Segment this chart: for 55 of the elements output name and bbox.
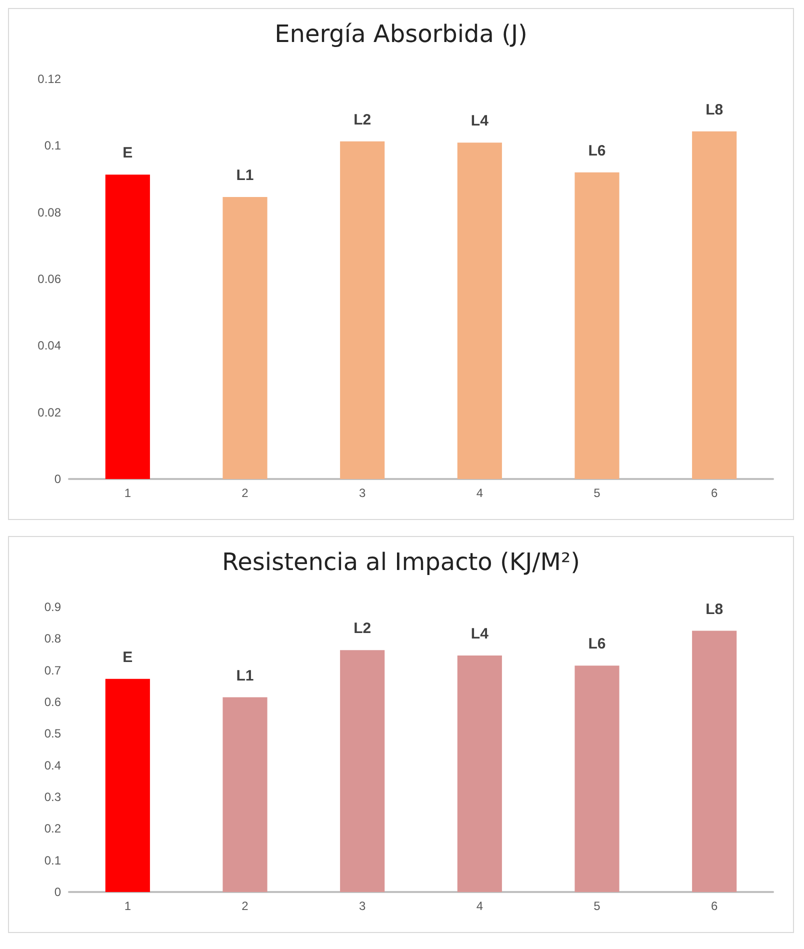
x-tick-label: 3 <box>358 486 366 500</box>
y-tick-label: 0.2 <box>44 822 62 836</box>
y-tick-label: 0.8 <box>44 632 62 646</box>
data-label: L6 <box>588 142 606 160</box>
y-tick-label: 0.1 <box>44 138 62 153</box>
bar <box>457 142 502 479</box>
bar <box>692 131 737 479</box>
x-tick-label: 5 <box>594 899 601 913</box>
x-tick-label: 4 <box>476 486 484 500</box>
x-tick-label: 6 <box>710 899 718 913</box>
y-tick-label: 0.5 <box>44 726 62 741</box>
bar <box>105 174 150 479</box>
data-label: L6 <box>588 636 606 653</box>
y-tick-label: 0.06 <box>38 272 62 286</box>
data-label: L4 <box>470 112 490 130</box>
y-tick-label: 0.7 <box>44 663 62 678</box>
y-tick-label: 0.02 <box>38 405 62 420</box>
bar <box>340 141 385 479</box>
y-tick-label: 0 <box>54 885 62 899</box>
chart-title: Resistencia al Impacto (KJ/M²) <box>222 548 580 576</box>
data-label: L2 <box>354 111 372 128</box>
y-tick-label: 0.1 <box>44 853 62 868</box>
x-tick-label: 1 <box>124 486 132 500</box>
y-tick-label: 0.08 <box>38 205 62 220</box>
bar <box>105 678 150 892</box>
bar <box>692 630 737 892</box>
bar <box>340 650 385 892</box>
bar <box>222 197 268 479</box>
data-label: E <box>122 648 133 666</box>
x-tick-label: 2 <box>242 899 249 913</box>
y-tick-label: 0.6 <box>44 695 62 709</box>
bar <box>574 172 620 479</box>
data-label: E <box>122 144 133 162</box>
y-tick-label: 0.3 <box>44 790 62 804</box>
y-tick-label: 0.04 <box>38 338 62 353</box>
x-tick-label: 3 <box>358 899 366 913</box>
x-tick-label: 2 <box>242 486 249 500</box>
y-tick-label: 0.4 <box>44 758 62 772</box>
y-tick-label: 0 <box>54 472 62 486</box>
data-label: L1 <box>236 167 254 184</box>
data-label: L8 <box>706 600 724 618</box>
bar <box>222 697 268 892</box>
data-label: L8 <box>706 101 724 118</box>
y-tick-label: 0.9 <box>44 600 62 614</box>
x-tick-label: 1 <box>124 899 132 913</box>
y-tick-label: 0.12 <box>38 72 62 86</box>
bar <box>457 655 502 892</box>
chart-title: Energía Absorbida (J) <box>274 20 528 48</box>
x-tick-label: 6 <box>710 486 718 500</box>
data-label: L2 <box>354 620 372 638</box>
x-tick-label: 4 <box>476 899 484 913</box>
x-tick-label: 5 <box>594 486 601 500</box>
data-label: L4 <box>470 625 490 642</box>
bar <box>574 666 620 892</box>
data-label: L1 <box>236 667 254 684</box>
